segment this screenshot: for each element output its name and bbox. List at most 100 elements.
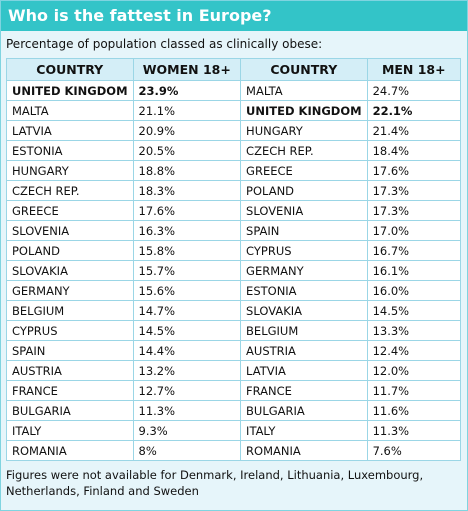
country-cell: POLAND bbox=[6, 240, 134, 261]
percentage-cell: 11.7% bbox=[366, 380, 462, 401]
percentage-cell: 14.4% bbox=[132, 340, 242, 361]
percentage-cell: 14.5% bbox=[132, 320, 242, 341]
header-row: COUNTRY WOMEN 18+ COUNTRY MEN 18+ bbox=[6, 58, 462, 81]
country-cell: FRANCE bbox=[240, 380, 368, 401]
percentage-cell: 12.7% bbox=[132, 380, 242, 401]
percentage-cell: 13.3% bbox=[366, 320, 462, 341]
country-cell: BULGARIA bbox=[6, 400, 134, 421]
table-row: GREECE 17.6% SLOVENIA 17.3% bbox=[6, 200, 462, 221]
country-cell: GERMANY bbox=[240, 260, 368, 281]
table-row: POLAND 15.8% CYPRUS 16.7% bbox=[6, 240, 462, 261]
column-header: MEN 18+ bbox=[366, 58, 462, 81]
column-header: COUNTRY bbox=[6, 58, 134, 81]
country-cell: HUNGARY bbox=[6, 160, 134, 181]
percentage-cell: 24.7% bbox=[366, 80, 462, 101]
country-cell: GREECE bbox=[6, 200, 134, 221]
country-cell: AUSTRIA bbox=[240, 340, 368, 361]
percentage-cell: 12.4% bbox=[366, 340, 462, 361]
percentage-cell: 16.1% bbox=[366, 260, 462, 281]
percentage-cell: 15.7% bbox=[132, 260, 242, 281]
table-row: UNITED KINGDOM 23.9% MALTA 24.7% bbox=[6, 80, 462, 101]
country-cell: ROMANIA bbox=[6, 440, 134, 461]
table-row: FRANCE 12.7% FRANCE 11.7% bbox=[6, 380, 462, 401]
country-cell: CYPRUS bbox=[6, 320, 134, 341]
country-cell: BULGARIA bbox=[240, 400, 368, 421]
country-cell: ESTONIA bbox=[6, 140, 134, 161]
percentage-cell: 11.6% bbox=[366, 400, 462, 421]
table-row: GERMANY 15.6% ESTONIA 16.0% bbox=[6, 280, 462, 301]
table-row: HUNGARY 18.8% GREECE 17.6% bbox=[6, 160, 462, 181]
country-cell: SLOVAKIA bbox=[6, 260, 134, 281]
table-row: ITALY 9.3% ITALY 11.3% bbox=[6, 420, 462, 441]
percentage-cell: 7.6% bbox=[366, 440, 462, 461]
percentage-cell: 17.3% bbox=[366, 180, 462, 201]
percentage-cell: 15.8% bbox=[132, 240, 242, 261]
percentage-cell: 11.3% bbox=[132, 400, 242, 421]
percentage-cell: 9.3% bbox=[132, 420, 242, 441]
table: COUNTRY WOMEN 18+ COUNTRY MEN 18+ UNITED KI… bbox=[6, 58, 462, 461]
table-row: CZECH REP. 18.3% POLAND 17.3% bbox=[6, 180, 462, 201]
percentage-cell: 22.1% bbox=[366, 100, 462, 121]
table-row: MALTA 21.1% UNITED KINGDOM 22.1% bbox=[6, 100, 462, 121]
country-cell: ITALY bbox=[240, 420, 368, 441]
country-cell: CZECH REP. bbox=[6, 180, 134, 201]
table-row: AUSTRIA 13.2% LATVIA 12.0% bbox=[6, 360, 462, 381]
percentage-cell: 11.3% bbox=[366, 420, 462, 441]
percentage-cell: 20.5% bbox=[132, 140, 242, 161]
country-cell: ROMANIA bbox=[240, 440, 368, 461]
percentage-cell: 18.4% bbox=[366, 140, 462, 161]
percentage-cell: 16.7% bbox=[366, 240, 462, 261]
table-row: BULGARIA 11.3% BULGARIA 11.6% bbox=[6, 400, 462, 421]
table-row: SPAIN 14.4% AUSTRIA 12.4% bbox=[6, 340, 462, 361]
country-cell: GERMANY bbox=[6, 280, 134, 301]
percentage-cell: 12.0% bbox=[366, 360, 462, 381]
subtitle: Percentage of population classed as clin… bbox=[6, 37, 323, 51]
percentage-cell: 15.6% bbox=[132, 280, 242, 301]
country-cell: LATVIA bbox=[240, 360, 368, 381]
footer-note: Figures were not available for Denmark, … bbox=[6, 468, 424, 498]
country-cell: POLAND bbox=[240, 180, 368, 201]
table-body: UNITED KINGDOM 23.9% MALTA 24.7% MALTA 21.1% U… bbox=[6, 80, 462, 461]
percentage-cell: 18.8% bbox=[132, 160, 242, 181]
table-row: SLOVAKIA 15.7% GERMANY 16.1% bbox=[6, 260, 462, 281]
country-cell: MALTA bbox=[240, 80, 368, 101]
percentage-cell: 14.5% bbox=[366, 300, 462, 321]
country-cell: ESTONIA bbox=[240, 280, 368, 301]
country-cell: AUSTRIA bbox=[6, 360, 134, 381]
table-row: LATVIA 20.9% HUNGARY 21.4% bbox=[6, 120, 462, 141]
country-cell: ITALY bbox=[6, 420, 134, 441]
percentage-cell: 8% bbox=[132, 440, 242, 461]
percentage-cell: 18.3% bbox=[132, 180, 242, 201]
country-cell: SLOVAKIA bbox=[240, 300, 368, 321]
country-cell: GREECE bbox=[240, 160, 368, 181]
table-row: CYPRUS 14.5% BELGIUM 13.3% bbox=[6, 320, 462, 341]
percentage-cell: 21.4% bbox=[366, 120, 462, 141]
percentage-cell: 13.2% bbox=[132, 360, 242, 381]
percentage-cell: 17.0% bbox=[366, 220, 462, 241]
country-cell: SPAIN bbox=[240, 220, 368, 241]
percentage-cell: 17.3% bbox=[366, 200, 462, 221]
percentage-cell: 17.6% bbox=[132, 200, 242, 221]
country-cell: SPAIN bbox=[6, 340, 134, 361]
column-header: WOMEN 18+ bbox=[132, 58, 242, 81]
country-cell: UNITED KINGDOM bbox=[240, 100, 368, 121]
country-cell: CZECH REP. bbox=[240, 140, 368, 161]
column-header: COUNTRY bbox=[240, 58, 368, 81]
title: Who is the fattest in Europe? bbox=[1, 1, 467, 31]
country-cell: LATVIA bbox=[6, 120, 134, 141]
table-row: SLOVENIA 16.3% SPAIN 17.0% bbox=[6, 220, 462, 241]
country-cell: SLOVENIA bbox=[240, 200, 368, 221]
country-cell: UNITED KINGDOM bbox=[6, 80, 134, 101]
percentage-cell: 23.9% bbox=[132, 80, 242, 101]
country-cell: MALTA bbox=[6, 100, 134, 121]
percentage-cell: 16.0% bbox=[366, 280, 462, 301]
country-cell: BELGIUM bbox=[240, 320, 368, 341]
country-cell: FRANCE bbox=[6, 380, 134, 401]
table-row: ROMANIA 8% ROMANIA 7.6% bbox=[6, 440, 462, 461]
percentage-cell: 20.9% bbox=[132, 120, 242, 141]
percentage-cell: 14.7% bbox=[132, 300, 242, 321]
country-cell: HUNGARY bbox=[240, 120, 368, 141]
percentage-cell: 21.1% bbox=[132, 100, 242, 121]
percentage-cell: 16.3% bbox=[132, 220, 242, 241]
